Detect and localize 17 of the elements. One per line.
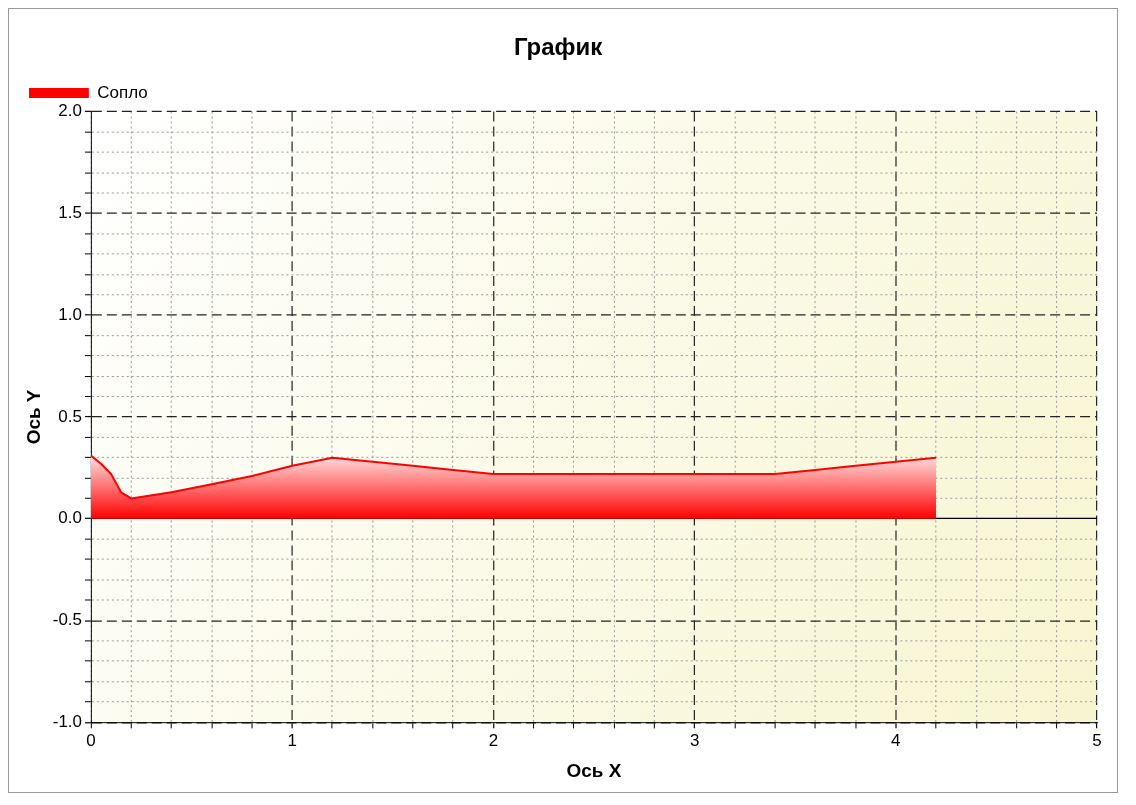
y-tick-label: 1.5 bbox=[58, 203, 82, 223]
y-tick-label: -1.0 bbox=[52, 712, 82, 732]
x-tick-label: 0 bbox=[86, 730, 96, 750]
x-axis-title: Ось X bbox=[566, 759, 622, 781]
y-tick-label: 1.0 bbox=[58, 304, 82, 324]
y-axis-title: Ось Y bbox=[22, 389, 44, 445]
y-tick-label: 0.5 bbox=[58, 406, 82, 426]
legend-label: Сопло bbox=[97, 82, 148, 102]
x-tick-label: 5 bbox=[1092, 730, 1102, 750]
y-tick-label: 0.0 bbox=[58, 508, 82, 528]
x-tick-label: 2 bbox=[488, 730, 499, 750]
y-tick-label: 2.0 bbox=[58, 101, 82, 121]
x-tick-label: 4 bbox=[891, 730, 901, 750]
x-tick-label: 3 bbox=[689, 730, 700, 750]
chart-title: График bbox=[513, 32, 603, 60]
y-tick-label: -0.5 bbox=[52, 610, 82, 630]
x-tick-label: 1 bbox=[287, 730, 297, 750]
